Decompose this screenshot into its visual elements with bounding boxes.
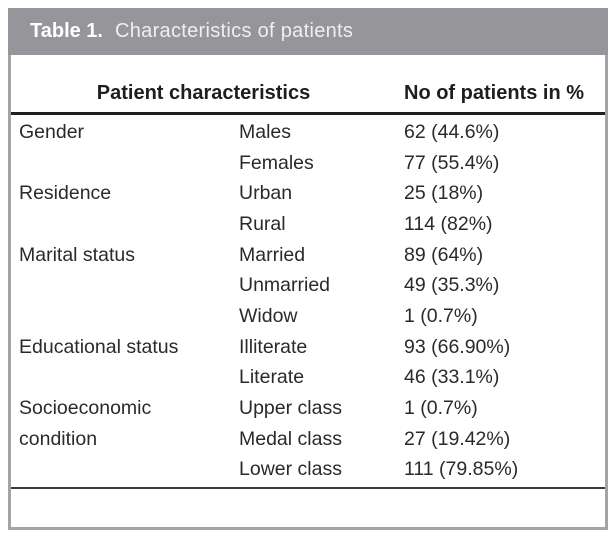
row-value: 93 (66.90%) <box>404 335 511 358</box>
table-row: Socioeconomic Upper class 1 (0.7%) <box>11 393 605 424</box>
row-value: 62 (44.6%) <box>404 120 500 143</box>
table-title-bar: Table 1. Characteristics of patients <box>8 8 608 55</box>
row-subcategory: Upper class <box>239 397 342 420</box>
row-subcategory: Urban <box>239 182 293 205</box>
table-row: Gender Males 62 (44.6%) <box>11 117 605 148</box>
table-body: Gender Males 62 (44.6%) Females 77 (55.4… <box>11 115 605 485</box>
table-row: Females 77 (55.4%) <box>11 148 605 179</box>
table-box: Patient characteristics No of patients i… <box>8 55 608 531</box>
row-value: 27 (19.42%) <box>404 427 511 450</box>
row-subcategory: Females <box>239 151 314 174</box>
table-row: condition Medal class 27 (19.42%) <box>11 424 605 455</box>
table-row: Residence Urban 25 (18%) <box>11 178 605 209</box>
row-value: 1 (0.7%) <box>404 304 478 327</box>
row-subcategory: Illiterate <box>239 335 308 358</box>
row-subcategory: Married <box>239 243 306 266</box>
row-value: 46 (33.1%) <box>404 366 500 389</box>
header-divider-rule <box>11 112 605 115</box>
row-subcategory: Rural <box>239 212 286 235</box>
table-row: Rural 114 (82%) <box>11 209 605 240</box>
column-header-patient-characteristics: Patient characteristics <box>96 82 311 104</box>
row-subcategory: Lower class <box>239 458 342 481</box>
row-value: 25 (18%) <box>404 182 484 205</box>
table-container: Table 1. Characteristics of patients Pat… <box>8 8 608 531</box>
row-value: 77 (55.4%) <box>404 151 500 174</box>
row-subcategory: Literate <box>239 366 305 389</box>
row-value: 114 (82%) <box>404 212 493 235</box>
table-row: Unmarried 49 (35.3%) <box>11 270 605 301</box>
column-header-no-of-patients: No of patients in % <box>404 82 584 104</box>
table-row: Educational status Illiterate 93 (66.90%… <box>11 332 605 363</box>
row-category: Gender <box>19 120 85 143</box>
row-value: 49 (35.3%) <box>404 274 500 297</box>
table-header-row: Patient characteristics No of patients i… <box>11 55 605 112</box>
row-value: 89 (64%) <box>404 243 484 266</box>
row-category: condition <box>19 427 98 450</box>
row-subcategory: Males <box>239 120 292 143</box>
row-category: Marital status <box>19 243 135 266</box>
table-row: Marital status Married 89 (64%) <box>11 240 605 271</box>
row-subcategory: Medal class <box>239 427 342 450</box>
table-row: Literate 46 (33.1%) <box>11 363 605 394</box>
bottom-divider-rule <box>11 487 605 490</box>
row-value: 111 (79.85%) <box>404 458 519 481</box>
table-caption: Characteristics of patients <box>115 20 354 42</box>
row-value: 1 (0.7%) <box>404 397 478 420</box>
table-footer-space <box>11 489 605 527</box>
table-row: Lower class 111 (79.85%) <box>11 455 605 486</box>
row-category: Socioeconomic <box>19 397 152 420</box>
table-row: Widow 1 (0.7%) <box>11 301 605 332</box>
row-subcategory: Unmarried <box>239 274 331 297</box>
table-number: Table 1. <box>30 20 103 42</box>
row-subcategory: Widow <box>239 304 298 327</box>
row-category: Educational status <box>19 335 179 358</box>
row-category: Residence <box>19 182 112 205</box>
